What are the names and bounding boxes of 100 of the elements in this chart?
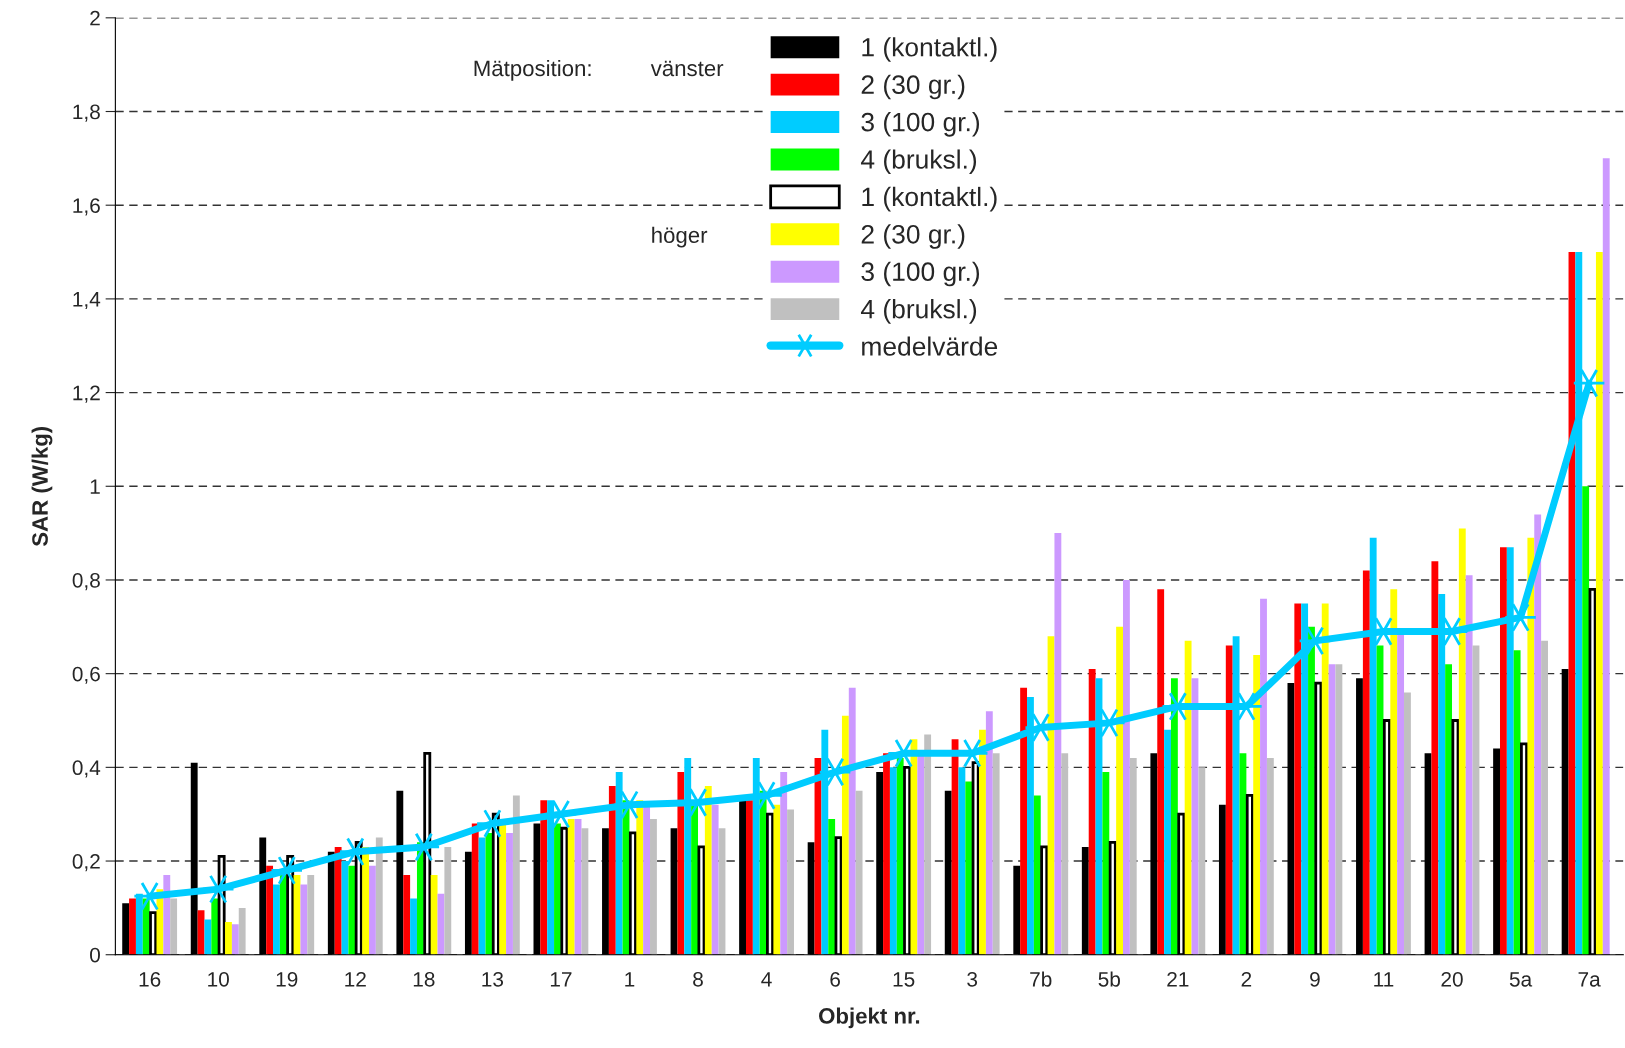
y-tick-label: 0,4 xyxy=(72,760,101,778)
bar xyxy=(225,921,232,955)
point xyxy=(201,874,235,904)
bar xyxy=(1054,533,1062,955)
bar xyxy=(1513,650,1521,955)
bar xyxy=(1225,645,1233,955)
x-tick-label: 18 xyxy=(413,971,435,987)
x-tick-label: 5b xyxy=(1098,971,1120,987)
point xyxy=(1298,626,1332,656)
bar xyxy=(1499,547,1507,955)
bar xyxy=(1020,687,1028,955)
y-tick-label: 0,2 xyxy=(72,854,100,872)
annotation: vänster xyxy=(650,60,724,77)
bar xyxy=(1458,528,1466,955)
bar xyxy=(828,818,836,955)
x-tick-label: 12 xyxy=(345,971,366,987)
x-tick-label: 19 xyxy=(276,971,298,987)
legend-label: 3 (100 gr.) xyxy=(861,112,980,137)
x-tick-label: 13 xyxy=(482,971,504,987)
bar xyxy=(1102,772,1110,955)
x-tick-label: 15 xyxy=(893,972,915,987)
bar xyxy=(924,734,932,955)
legend-label: 3 (100 gr.) xyxy=(861,261,980,287)
point xyxy=(270,855,304,886)
bar xyxy=(211,898,219,955)
bar xyxy=(348,865,356,955)
bar xyxy=(410,898,417,955)
point xyxy=(544,799,578,829)
bar xyxy=(841,715,849,955)
legend-label: 1 (kontaktl.) xyxy=(862,186,997,212)
bar xyxy=(1164,729,1171,955)
bar xyxy=(368,865,376,955)
bar xyxy=(362,846,369,955)
x-tick-label: 6 xyxy=(830,971,840,987)
bar xyxy=(992,753,1000,955)
bar xyxy=(170,898,178,955)
bar xyxy=(1061,753,1069,955)
bar xyxy=(848,687,856,955)
x-tick-label: 11 xyxy=(1374,972,1394,987)
bar xyxy=(1534,514,1542,955)
bar xyxy=(1335,664,1343,955)
bar xyxy=(1253,654,1261,955)
annotation: höger xyxy=(652,226,708,248)
bar xyxy=(1033,795,1041,955)
bar xyxy=(334,846,342,955)
bar xyxy=(1431,561,1439,955)
bar xyxy=(704,786,712,955)
legend-label: 2 (30 gr.) xyxy=(861,224,965,249)
legend-label: 4 (bruksl.) xyxy=(860,149,977,175)
bar xyxy=(1362,570,1370,955)
bar xyxy=(745,800,753,955)
bar xyxy=(471,823,479,955)
bar xyxy=(636,800,644,955)
x-tick-label: 16 xyxy=(139,971,161,987)
y-tick-label: 2 xyxy=(90,10,100,26)
y-tick-label: 0,6 xyxy=(72,666,100,684)
bar xyxy=(444,846,452,955)
legend-label: 1 (kontaktl.) xyxy=(862,37,997,62)
bar xyxy=(1602,158,1610,955)
bar xyxy=(499,823,507,955)
bar xyxy=(567,818,575,955)
bar xyxy=(1260,598,1267,955)
x-tick-label: 1 xyxy=(625,972,635,987)
legend-label: medelvärde xyxy=(862,336,998,356)
bar xyxy=(163,875,171,955)
bar xyxy=(231,924,239,955)
bar xyxy=(780,772,788,955)
x-tick-label: 21 xyxy=(1167,971,1189,987)
point xyxy=(1503,602,1538,633)
bar xyxy=(403,875,411,955)
x-tick-label: 2 xyxy=(1241,971,1252,987)
y-tick-label: 1,6 xyxy=(73,198,100,216)
y-tick-label: 1,2 xyxy=(73,385,100,403)
x-tick-label: 7a xyxy=(1578,972,1601,987)
bar xyxy=(300,884,308,955)
bar xyxy=(540,800,548,955)
annotation: Mätposition: xyxy=(474,59,591,81)
bar xyxy=(375,837,383,955)
bar xyxy=(1198,767,1206,955)
x-tick-label: 5a xyxy=(1509,972,1533,987)
y-tick-label: 1,4 xyxy=(73,292,101,310)
bar xyxy=(1465,575,1473,955)
y-tick-label: 1 xyxy=(90,479,100,494)
y-tick-label: 0 xyxy=(90,947,100,963)
bar xyxy=(1157,589,1165,955)
bar xyxy=(650,818,657,955)
x-tick-label: 10 xyxy=(208,971,229,987)
legend-label: 2 (30 gr.) xyxy=(861,74,965,100)
bar xyxy=(1129,757,1137,955)
bar xyxy=(855,790,863,955)
bar xyxy=(1541,640,1548,955)
bar xyxy=(1116,626,1123,955)
bar xyxy=(965,781,973,955)
bar xyxy=(883,753,890,955)
point xyxy=(1572,368,1606,398)
bar xyxy=(1321,603,1329,955)
bar xyxy=(204,919,212,955)
bar xyxy=(506,832,513,955)
bar xyxy=(581,828,589,955)
bar xyxy=(1184,640,1192,955)
